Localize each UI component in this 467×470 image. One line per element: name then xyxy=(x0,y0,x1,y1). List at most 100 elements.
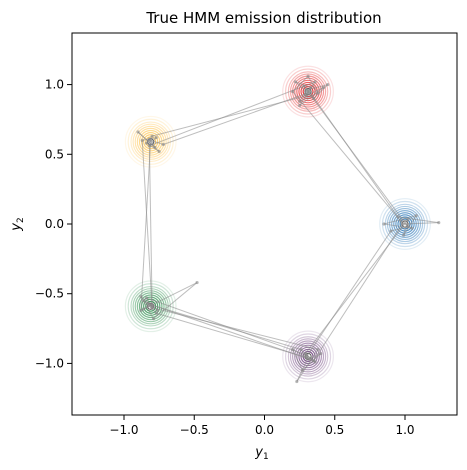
y-axis-label: y2 xyxy=(9,217,26,231)
trajectory-point xyxy=(142,299,146,303)
trajectory-segment xyxy=(163,92,309,146)
trajectory-segment xyxy=(148,138,153,305)
trajectory-point xyxy=(382,222,386,226)
contour-ring xyxy=(282,65,334,118)
x-axis-label: y1 xyxy=(254,445,268,462)
trajectory-point xyxy=(298,103,302,108)
trajectory-point xyxy=(321,85,326,89)
x-axis-label-base: y xyxy=(254,445,263,460)
trajectory-point xyxy=(400,222,404,226)
trajectory-point xyxy=(399,219,403,223)
trajectory-point xyxy=(389,229,393,233)
trajectory-point xyxy=(319,352,323,356)
trajectory-segment xyxy=(313,223,403,361)
contour-ring xyxy=(134,125,167,158)
trajectory-point xyxy=(306,74,310,78)
trajectory-point xyxy=(326,82,330,87)
trajectory-segment xyxy=(153,282,198,320)
contour-ring xyxy=(284,333,332,380)
trajectory-point xyxy=(136,130,140,134)
contour-ring xyxy=(136,292,165,321)
contour-ring xyxy=(284,68,332,115)
y-tick-label: −0.5 xyxy=(35,287,64,301)
x-tick-label: 1.0 xyxy=(395,423,414,437)
contour-ring xyxy=(391,210,419,238)
x-tick-label: −0.5 xyxy=(180,423,209,437)
x-tick-label: −1.0 xyxy=(109,423,138,437)
contour-ring xyxy=(124,115,177,168)
trajectory-point xyxy=(306,91,310,95)
trajectory-point xyxy=(140,138,144,142)
x-tick-label: 0.0 xyxy=(255,423,274,437)
trajectory-point xyxy=(298,99,302,103)
trajectory-point xyxy=(291,347,295,352)
contour-ring xyxy=(287,336,329,377)
trajectory-point xyxy=(406,218,410,222)
trajectory-point xyxy=(302,84,306,88)
trajectory-point xyxy=(144,141,149,145)
trajectory-segment xyxy=(299,89,308,102)
trajectory-point xyxy=(316,91,320,95)
contour-ring xyxy=(136,127,165,156)
trajectory-segment xyxy=(146,297,307,356)
chart-title: True HMM emission distribution xyxy=(145,9,381,27)
y-tick-label: 0.0 xyxy=(45,217,64,231)
trajectory-point xyxy=(154,135,158,140)
trajectory-point xyxy=(295,379,299,384)
trajectory-point xyxy=(139,308,143,313)
y-tick-label: 0.5 xyxy=(45,147,64,161)
trajectory-point xyxy=(313,80,317,84)
trajectory-point xyxy=(149,138,153,142)
y-axis-label-subscript: 2 xyxy=(16,217,26,223)
trajectory-point xyxy=(153,145,157,149)
contour-ring xyxy=(127,118,174,165)
contour-ring xyxy=(289,338,327,375)
trajectory-point xyxy=(305,94,309,98)
contour-ring xyxy=(388,207,422,241)
trajectory-segment xyxy=(150,304,302,350)
trajectory-point xyxy=(147,144,151,148)
trajectory-point xyxy=(149,303,153,307)
trajectory-point xyxy=(144,296,149,300)
contour-ring xyxy=(132,123,169,160)
contour-ring xyxy=(292,340,325,373)
contour-ring xyxy=(287,71,329,112)
trajectory-point xyxy=(410,226,414,230)
trajectory-point xyxy=(414,214,418,218)
trajectory-point xyxy=(293,80,298,84)
trajectory xyxy=(136,74,441,384)
y-axis-ticks: −1.0 −0.5 0.0 0.5 1.0 xyxy=(35,78,72,370)
trajectory-point xyxy=(150,134,154,138)
trajectory-segment xyxy=(140,140,152,311)
contour-ring xyxy=(379,198,431,250)
trajectory-point xyxy=(305,88,309,92)
trajectory-point xyxy=(146,301,150,306)
trajectory-point xyxy=(312,359,316,363)
contour-ring xyxy=(294,342,323,371)
component-0 xyxy=(282,65,334,118)
trajectory-segment xyxy=(313,84,329,99)
trajectory-point xyxy=(312,96,316,101)
x-tick-label: 0.5 xyxy=(325,423,344,437)
contour-ring xyxy=(138,129,163,154)
contour-ring xyxy=(296,344,320,369)
contour-ring xyxy=(138,294,163,319)
trajectory-segment xyxy=(149,81,316,147)
trajectory-point xyxy=(154,311,158,315)
trajectory-point xyxy=(150,306,154,310)
trajectory-segment xyxy=(150,139,164,146)
trajectory-point xyxy=(309,85,313,89)
contour-ring xyxy=(296,79,320,104)
trajectory-point xyxy=(195,280,199,285)
trajectory-point xyxy=(161,142,165,147)
plot-frame xyxy=(71,32,458,416)
trajectory-segment xyxy=(292,91,402,222)
trajectory-point xyxy=(437,221,441,225)
trajectory-segment xyxy=(390,226,408,232)
trajectory-point xyxy=(299,347,303,352)
trajectory-segment xyxy=(151,307,319,350)
trajectory-point xyxy=(396,215,400,219)
x-axis-ticks: −1.0 −0.5 0.0 0.5 1.0 xyxy=(109,415,415,437)
contour-ring xyxy=(386,205,424,243)
trajectory-point xyxy=(402,233,406,237)
